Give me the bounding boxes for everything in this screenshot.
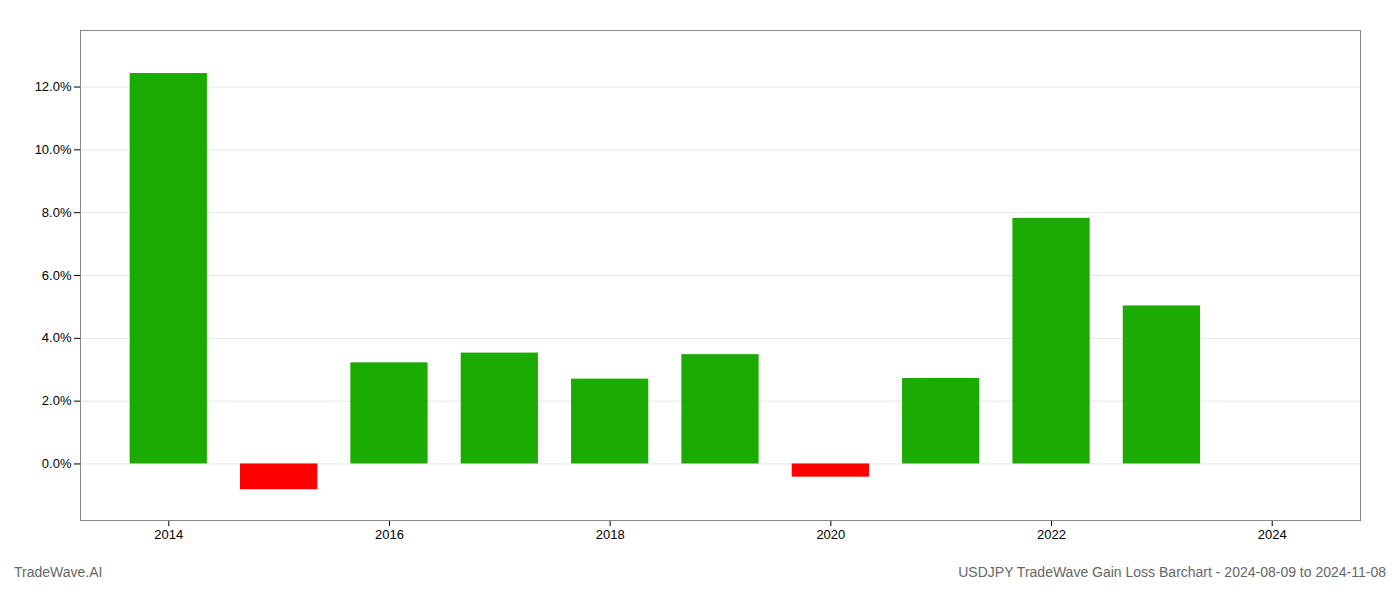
svg-text:2022: 2022 [1037, 527, 1066, 542]
svg-text:12.0%: 12.0% [35, 79, 72, 94]
html-text:TradeWave.AI: TradeWave.AI [14, 564, 103, 580]
svg-text:2018: 2018 [596, 527, 625, 542]
svg-text:6.0%: 6.0% [42, 268, 72, 283]
svg-text:2020: 2020 [816, 527, 845, 542]
svg-text:10.0%: 10.0% [35, 142, 72, 157]
html-text:USDJPY TradeWave Gain Loss Bar: USDJPY TradeWave Gain Loss Barchart - 20… [958, 564, 1386, 580]
svg-text:2.0%: 2.0% [42, 393, 72, 408]
svg-text:2024: 2024 [1258, 527, 1287, 542]
svg-text:2016: 2016 [375, 527, 404, 542]
svg-text:4.0%: 4.0% [42, 330, 72, 345]
svg-text:8.0%: 8.0% [42, 205, 72, 220]
svg-text:0.0%: 0.0% [42, 456, 72, 471]
svg-text:2014: 2014 [154, 527, 183, 542]
